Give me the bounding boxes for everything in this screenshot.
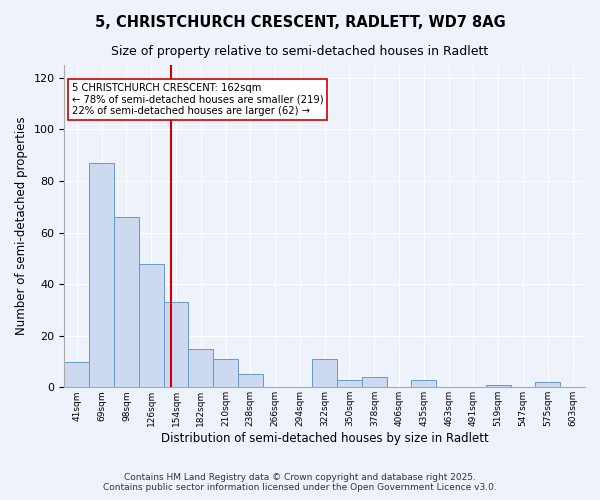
Text: Contains HM Land Registry data © Crown copyright and database right 2025.
Contai: Contains HM Land Registry data © Crown c… (103, 473, 497, 492)
Bar (64, 362, 89, 388)
Bar (535, 382, 560, 388)
Text: 5 CHRISTCHURCH CRESCENT: 162sqm
← 78% of semi-detached houses are smaller (219)
: 5 CHRISTCHURCH CRESCENT: 162sqm ← 78% of… (72, 83, 323, 116)
Bar (313, 359, 337, 388)
Bar (362, 377, 386, 388)
Bar (213, 359, 238, 388)
Bar (139, 264, 164, 388)
Bar (164, 302, 188, 388)
Bar (238, 374, 263, 388)
Bar (89, 163, 114, 388)
Bar (486, 384, 511, 388)
Text: 5, CHRISTCHURCH CRESCENT, RADLETT, WD7 8AG: 5, CHRISTCHURCH CRESCENT, RADLETT, WD7 8… (95, 15, 505, 30)
Y-axis label: Number of semi-detached properties: Number of semi-detached properties (15, 117, 28, 336)
Bar (188, 348, 213, 388)
Bar (337, 380, 362, 388)
Bar (114, 217, 139, 388)
Bar (412, 380, 436, 388)
Text: Size of property relative to semi-detached houses in Radlett: Size of property relative to semi-detach… (112, 45, 488, 58)
X-axis label: Distribution of semi-detached houses by size in Radlett: Distribution of semi-detached houses by … (161, 432, 488, 445)
